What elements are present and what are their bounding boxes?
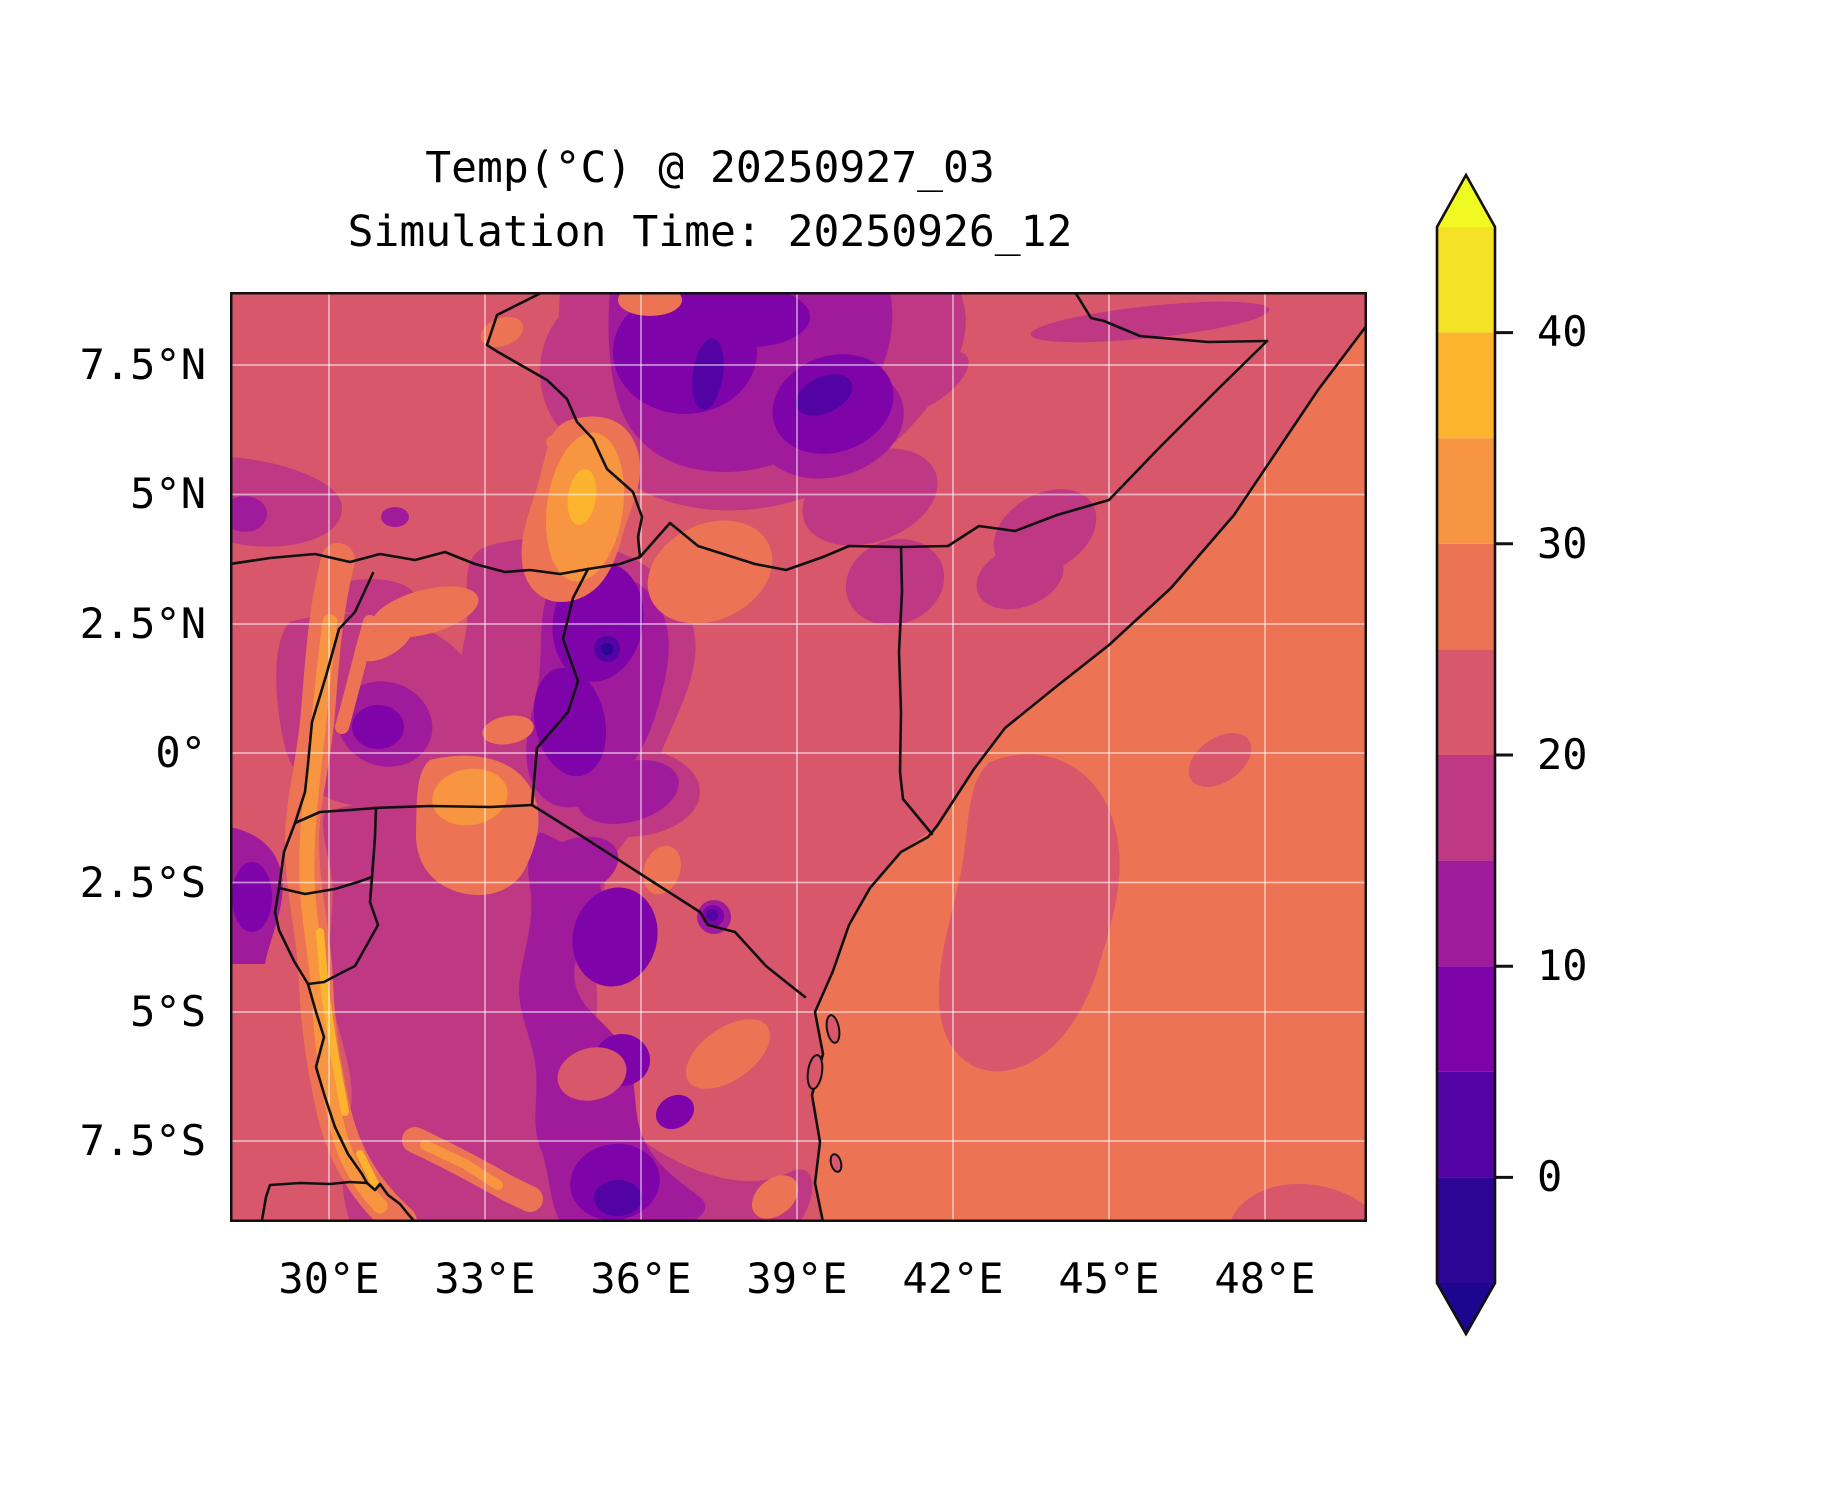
- border-rwanda: [277, 806, 378, 896]
- border-drc-uganda: [293, 571, 375, 825]
- y-tick-label: 7.5°S: [79, 1116, 206, 1165]
- y-tick-label: 5°S: [130, 987, 206, 1036]
- border-somaliland: [1073, 292, 1269, 344]
- colorbar-tick-label: 0: [1537, 1152, 1563, 1201]
- border-drc-tanzania-tanganyika: [306, 982, 417, 1222]
- x-tick-label: 39°E: [746, 1254, 848, 1303]
- island-zanzibar: [806, 1054, 824, 1090]
- colorbar-under-arrow: [1437, 1283, 1495, 1334]
- island-pemba: [825, 1014, 841, 1044]
- x-tick-label: 45°E: [1058, 1254, 1160, 1303]
- border-ethiopia-somalia: [899, 339, 1269, 549]
- border-burundi: [273, 875, 380, 986]
- y-tick-label: 2.5°N: [79, 599, 206, 648]
- island-mafia: [829, 1153, 843, 1173]
- colorbar-tick-label: 30: [1537, 519, 1588, 568]
- border-uganda-kenya: [530, 567, 590, 807]
- border-tanzania-north: [371, 803, 807, 999]
- colorbar: [1435, 172, 1513, 1337]
- x-tick-label: 33°E: [434, 1254, 536, 1303]
- colorbar-tick-label: 10: [1537, 941, 1588, 990]
- x-tick-label: 48°E: [1214, 1254, 1316, 1303]
- border-ethiopia-kenya-and-north-chain: [230, 521, 903, 576]
- title-line-1: Temp(°C) @ 20250927_03: [425, 143, 995, 193]
- map-canvas: [230, 292, 1367, 1222]
- plot-title: Temp(°C) @ 20250927_03 Simulation Time: …: [230, 136, 1190, 264]
- country-borders: [230, 292, 1367, 1222]
- colorbar-outline: [1435, 172, 1497, 1337]
- x-tick-label: 42°E: [902, 1254, 1004, 1303]
- y-tick-label: 0°: [155, 728, 206, 777]
- y-tick-label: 2.5°S: [79, 858, 206, 907]
- colorbar-tick-label: 20: [1537, 730, 1588, 779]
- title-line-2: Simulation Time: 20250926_12: [347, 207, 1073, 257]
- x-tick-label: 30°E: [278, 1254, 380, 1303]
- colorbar-tick-label: 40: [1537, 307, 1588, 356]
- colorbar-segments: [1437, 175, 1495, 1334]
- colorbar-over-arrow: [1437, 175, 1495, 227]
- border-kenya-somalia: [897, 545, 934, 836]
- y-tick-label: 5°N: [130, 469, 206, 518]
- x-tick-label: 36°E: [590, 1254, 692, 1303]
- border-zambia-tanzania: [260, 1180, 369, 1222]
- y-tick-label: 7.5°N: [79, 340, 206, 389]
- colorbar-ticks: [1495, 331, 1513, 1179]
- temperature-field: [230, 292, 1270, 1222]
- border-southsudan-ethiopia: [485, 292, 644, 559]
- graticule: [230, 292, 1367, 1222]
